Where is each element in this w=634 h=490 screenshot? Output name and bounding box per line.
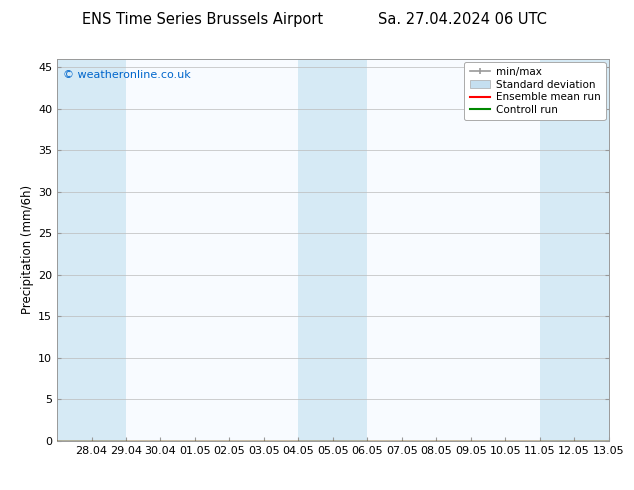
Text: ENS Time Series Brussels Airport: ENS Time Series Brussels Airport: [82, 12, 323, 27]
Y-axis label: Precipitation (mm/6h): Precipitation (mm/6h): [21, 185, 34, 315]
Legend: min/max, Standard deviation, Ensemble mean run, Controll run: min/max, Standard deviation, Ensemble me…: [464, 62, 605, 120]
Bar: [540, 59, 609, 441]
Bar: [299, 59, 367, 441]
Text: Sa. 27.04.2024 06 UTC: Sa. 27.04.2024 06 UTC: [378, 12, 547, 27]
Text: © weatheronline.co.uk: © weatheronline.co.uk: [63, 70, 190, 80]
Bar: [57, 59, 126, 441]
